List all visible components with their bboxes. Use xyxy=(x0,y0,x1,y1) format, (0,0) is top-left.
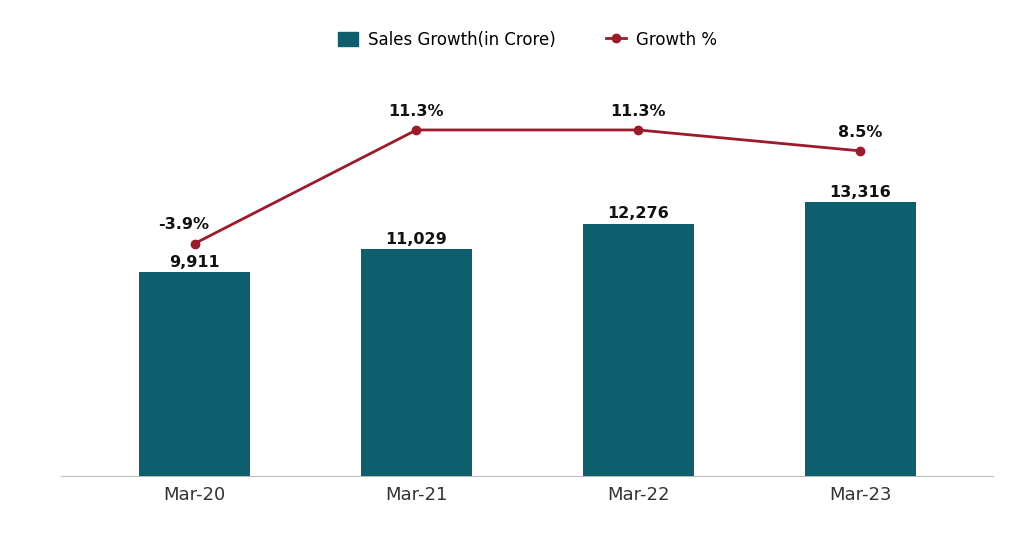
Bar xyxy=(360,249,472,476)
Text: 11.3%: 11.3% xyxy=(389,104,444,118)
Legend: Sales Growth(in Crore), Growth %: Sales Growth(in Crore), Growth % xyxy=(332,24,723,55)
Bar xyxy=(805,202,915,476)
Text: 12,276: 12,276 xyxy=(607,206,669,221)
Text: 11,029: 11,029 xyxy=(386,232,447,247)
Bar xyxy=(139,272,250,476)
Text: 8.5%: 8.5% xyxy=(838,124,883,140)
Text: 9,911: 9,911 xyxy=(169,255,220,270)
Bar xyxy=(583,224,693,476)
Text: -3.9%: -3.9% xyxy=(158,217,209,233)
Text: 13,316: 13,316 xyxy=(829,185,891,200)
Text: 11.3%: 11.3% xyxy=(610,104,666,118)
